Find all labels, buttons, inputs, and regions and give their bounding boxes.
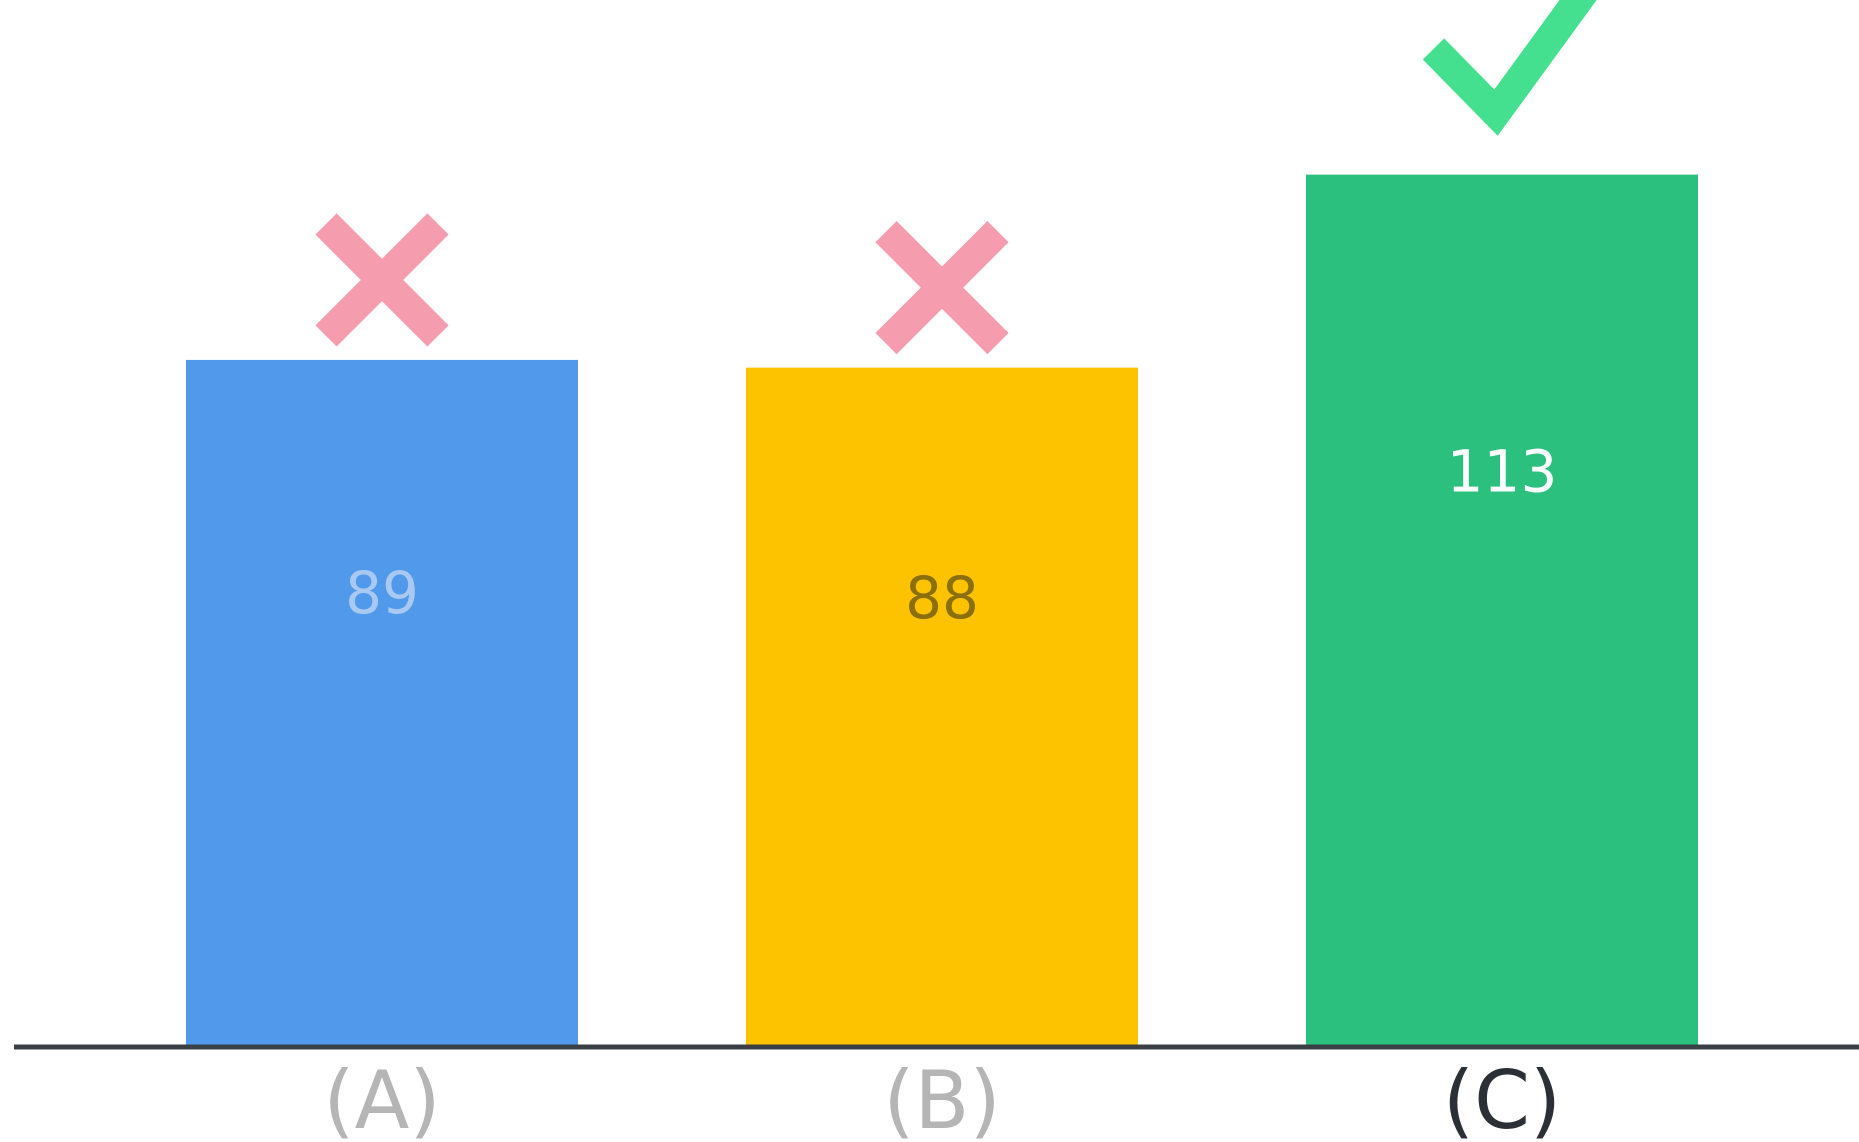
bar-value-label: 88: [905, 564, 979, 632]
category-label: (B): [883, 1054, 1000, 1142]
cross-icon: [315, 213, 449, 347]
bar-value-label: 113: [1447, 438, 1558, 506]
cross-icon: [875, 221, 1009, 355]
category-label: (C): [1443, 1054, 1561, 1142]
category-label: (A): [323, 1054, 440, 1142]
bar-a: [186, 359, 578, 1047]
bar-value-label: 89: [345, 559, 419, 627]
labels-layer: 89 (A) 88 (B) 113 (C): [323, 438, 1561, 1142]
bars-layer: [186, 174, 1698, 1047]
markers-layer: [315, 0, 1597, 355]
bar-b: [746, 367, 1138, 1047]
bar-c: [1306, 174, 1698, 1047]
check-icon: [1422, 0, 1597, 136]
